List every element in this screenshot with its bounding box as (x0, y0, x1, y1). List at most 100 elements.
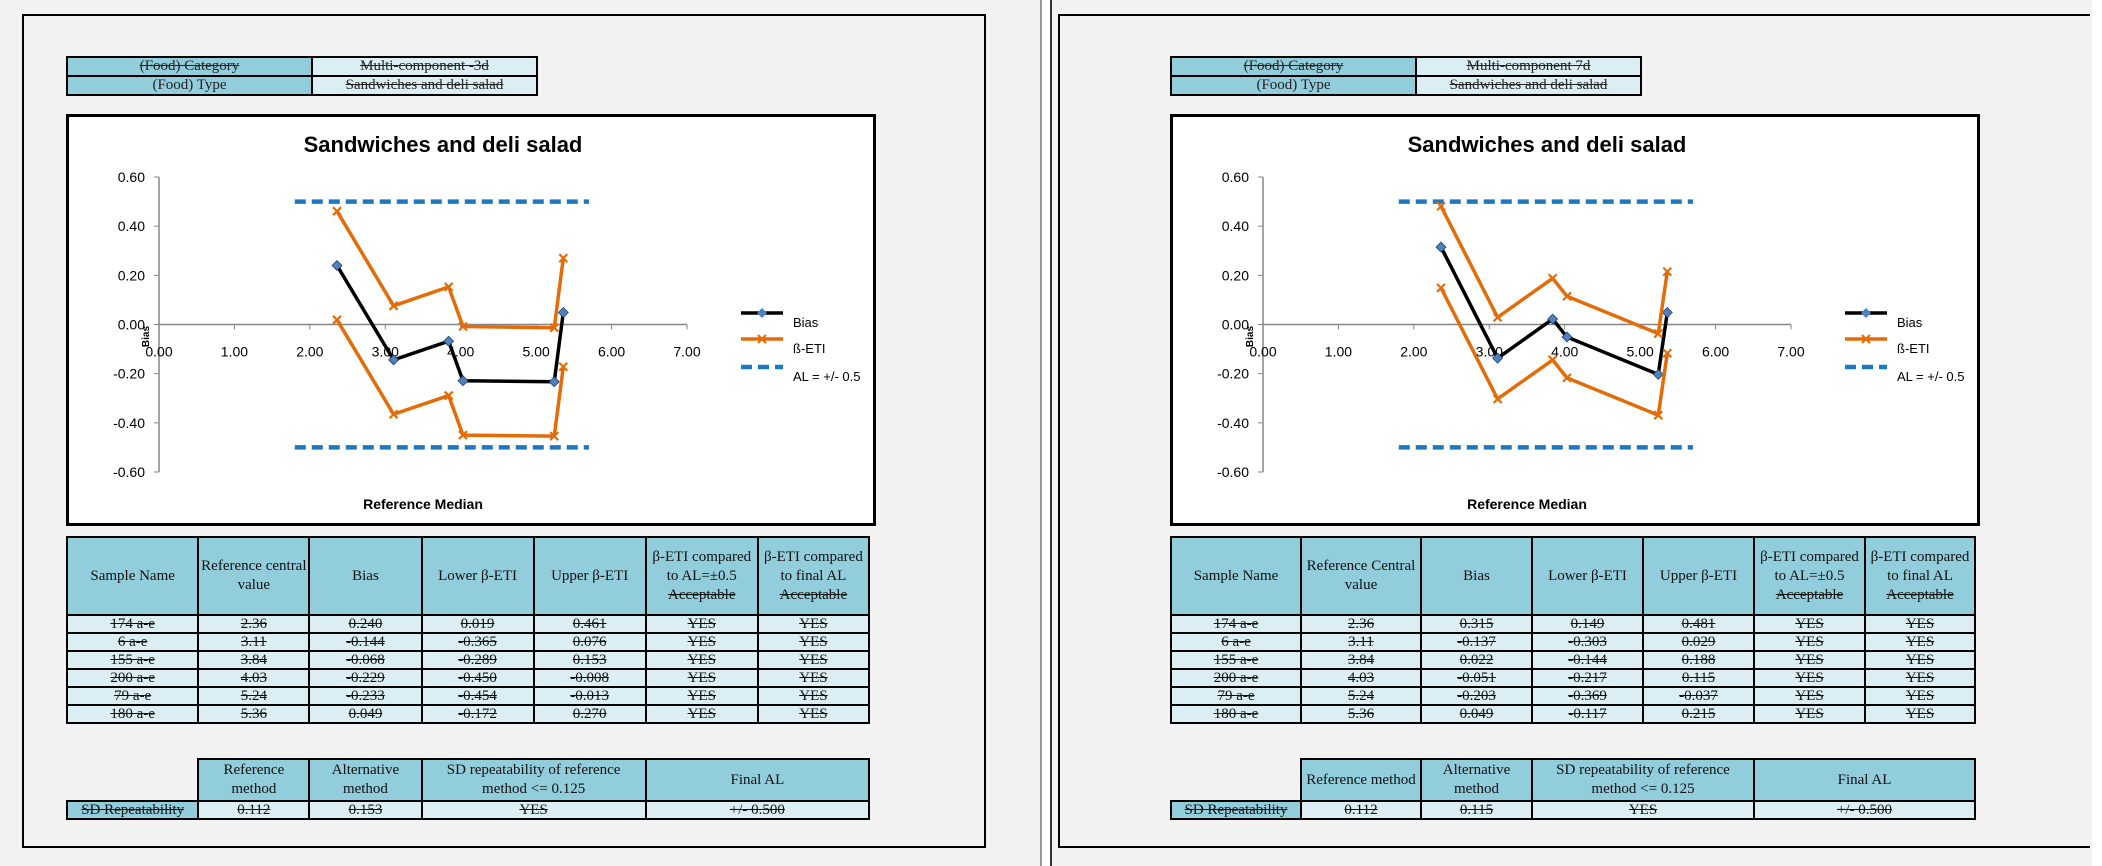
x-tick-label: 2.00 (296, 344, 323, 360)
repeatability-header-cell: SD repeatability of reference method <= … (420, 758, 647, 802)
point-lower (558, 362, 569, 372)
legend-cross-stroke (1861, 334, 1871, 344)
legend-eti-marker (757, 334, 767, 344)
results-header-cell: Upper β-ETI (1642, 536, 1755, 616)
results-cell: YES (644, 668, 759, 688)
acceptable-label: Acceptable (1775, 586, 1844, 603)
x-tick-label: 7.00 (1777, 344, 1804, 360)
point-bias (1492, 352, 1504, 364)
x-tick-label: 1.00 (1325, 344, 1352, 360)
results-cell: 4.03 (1300, 668, 1422, 688)
table-row: 174 a-e 2.36 0.240 0.019 0.461 YES YES (65, 614, 871, 634)
repeatability-header-cell: Alternative method (1420, 758, 1533, 802)
results-cell: YES (756, 686, 871, 706)
acceptable-label: Acceptable (1886, 586, 1954, 603)
y-tick-label: -0.20 (113, 366, 145, 382)
point-cross-stroke (332, 315, 342, 325)
results-header-cell: Sample Name (65, 536, 200, 616)
point-upper (1562, 291, 1572, 302)
legend-al-label: AL = +/- 0.5 (1897, 369, 1964, 384)
results-cell: 3.11 (197, 632, 311, 652)
point-upper (1436, 201, 1446, 212)
results-cell: 79 a-e (1170, 686, 1302, 706)
point-lower (1492, 394, 1503, 404)
point-bias (457, 375, 469, 387)
point-upper (1662, 266, 1673, 277)
results-cell: YES (644, 614, 759, 634)
results-header-cell: Lower β-ETI (1531, 536, 1644, 616)
point-cross-stroke (443, 390, 454, 401)
results-table: Sample Name Reference Central value Bias Lo… (1170, 536, 1976, 724)
results-cell: 0.049 (1420, 704, 1533, 724)
point-cross-stroke (388, 409, 399, 420)
point-lower (458, 430, 468, 440)
results-cell: YES (1864, 686, 1976, 706)
results-header-cell: Upper β-ETI (532, 536, 647, 616)
results-cell: 3.84 (1300, 650, 1422, 670)
sheet-right: (Food) Category Multi-component 7d (Food… (1050, 0, 2092, 866)
results-cell: 0.153 (532, 650, 647, 670)
point-bias (1661, 306, 1673, 318)
legend-eti-label: ß-ETI (793, 341, 826, 356)
results-cell: 6 a-e (65, 632, 200, 652)
repeatability-value: YES (1531, 800, 1755, 820)
results-cell: 0.270 (532, 704, 647, 724)
table-row: 180 a-e 5.36 0.049 -0.117 0.215 YES YES (1170, 704, 1976, 724)
point-cross-stroke (549, 322, 560, 333)
results-cell: -0.068 (308, 650, 423, 670)
results-header-text: β-ETI compared to final AL (1870, 548, 1970, 584)
results-cell: YES (1864, 632, 1976, 652)
results-cell: -0.365 (420, 632, 535, 652)
point-cross-stroke (1562, 373, 1572, 383)
y-tick-label: 0.40 (118, 218, 145, 234)
results-cell: 155 a-e (1170, 650, 1302, 670)
results-cell: YES (1753, 686, 1866, 706)
series-line-lower (335, 318, 566, 438)
point-cross-stroke (332, 206, 342, 216)
results-cell: YES (756, 650, 871, 670)
y-tick-label: 0.60 (118, 169, 145, 185)
panel-left: (Food) Category Multi-component -3d (Foo… (22, 14, 986, 848)
category-value: Multi-component -3d (311, 56, 538, 77)
point-upper (549, 322, 560, 333)
repeatability-value: YES (420, 800, 647, 820)
results-cell: 0.215 (1642, 704, 1755, 724)
table-row: 155 a-e 3.84 0.022 -0.144 0.188 YES YES (1170, 650, 1976, 670)
repeatability-header-cell: Final AL (644, 758, 871, 802)
results-cell: YES (1753, 650, 1866, 670)
type-value: Sandwiches and deli salad (1415, 75, 1642, 96)
point-cross-stroke (1436, 201, 1446, 212)
x-tick-label: 1.00 (221, 344, 248, 360)
legend-bias-label: Bias (1897, 315, 1923, 330)
point-upper (558, 253, 569, 263)
results-cell: 0.076 (532, 632, 647, 652)
results-cell: -0.008 (532, 668, 647, 688)
results-cell: 180 a-e (65, 704, 200, 724)
results-cell: -0.289 (420, 650, 535, 670)
legend-al-label: AL = +/- 0.5 (793, 369, 860, 384)
point-upper (443, 282, 454, 292)
results-cell: 5.24 (197, 686, 311, 706)
point-bias (1547, 313, 1559, 325)
repeatability-header-cell: Final AL (1753, 758, 1976, 802)
results-cell: YES (756, 668, 871, 688)
results-cell: YES (756, 632, 871, 652)
results-cell: 2.36 (1300, 614, 1422, 634)
legend-bias-marker (1861, 308, 1871, 318)
results-cell: 155 a-e (65, 650, 200, 670)
results-header-cell: β-ETI compared to final AL Acceptable (756, 536, 871, 616)
category-label: (Food) Category (66, 56, 313, 77)
results-cell: 0.019 (420, 614, 535, 634)
results-cell: YES (1753, 632, 1866, 652)
y-tick-label: -0.40 (113, 415, 145, 431)
results-cell: 3.84 (197, 650, 311, 670)
point-lower (1436, 283, 1446, 293)
point-cross-stroke (458, 430, 468, 440)
results-cell: -0.172 (420, 704, 535, 724)
y-tick-label: 0.40 (1222, 218, 1249, 234)
x-tick-label: 7.00 (673, 344, 700, 360)
blank-cell (67, 759, 198, 801)
results-cell: 79 a-e (65, 686, 200, 706)
table-row: 79 a-e 5.24 -0.233 -0.454 -0.013 YES YES (65, 686, 871, 706)
repeatability-value: 0.112 (1300, 800, 1422, 820)
